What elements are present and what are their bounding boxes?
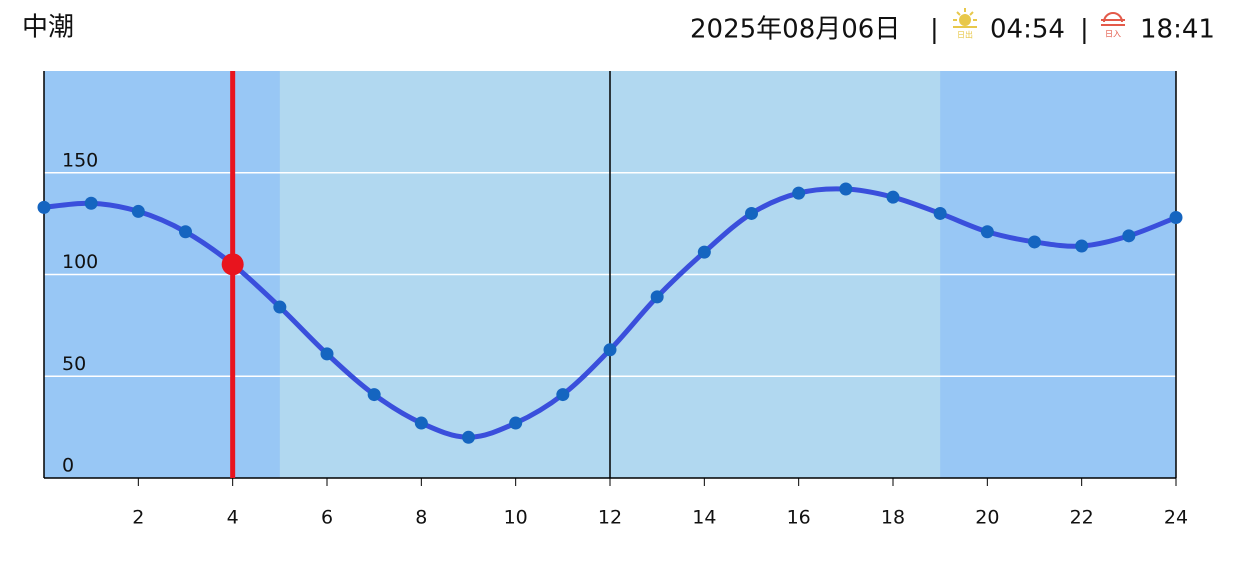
tide-point (697, 245, 711, 259)
tide-point (745, 206, 758, 220)
x-tick-label: 4 (227, 507, 239, 529)
tide-point (886, 190, 900, 204)
tide-point (320, 347, 334, 361)
x-tick-label: 18 (881, 507, 905, 529)
sunset-time: 18:41 (1140, 15, 1215, 45)
x-tick-label: 16 (787, 507, 811, 529)
tide-point (792, 186, 806, 200)
x-tick-label: 24 (1164, 507, 1188, 529)
tide-point (462, 430, 475, 444)
tide-point (1169, 211, 1183, 225)
tide-point (179, 225, 192, 239)
sunset-icon: 日入 (1101, 12, 1125, 39)
x-tick-label: 12 (598, 507, 622, 529)
current-point (221, 253, 244, 276)
y-tick-label: 0 (62, 455, 74, 477)
tide-point (273, 300, 287, 314)
tide-point (84, 196, 98, 210)
tide-point (1122, 229, 1136, 243)
tide-point (980, 225, 994, 239)
x-tick-label: 6 (321, 507, 333, 529)
tide-point (933, 206, 947, 220)
x-tick-label: 10 (504, 507, 528, 529)
svg-text:日出: 日出 (957, 30, 973, 40)
y-tick-label: 100 (62, 251, 98, 273)
x-tick-label: 2 (132, 507, 144, 529)
tide-point (37, 200, 51, 214)
tide-point (131, 204, 145, 218)
x-tick-label: 14 (692, 507, 716, 529)
tide-point (509, 416, 523, 430)
tide-point (1028, 235, 1041, 249)
tide-point (1075, 239, 1089, 253)
sunrise-time: 04:54 (990, 15, 1065, 45)
x-tick-label: 20 (975, 507, 999, 529)
tide-point (839, 182, 853, 196)
separator: | (930, 15, 939, 45)
x-tick-label: 8 (415, 507, 427, 529)
x-tick-label: 22 (1070, 507, 1094, 529)
date: 2025年08月06日 (690, 15, 900, 45)
tide-point (367, 388, 381, 402)
tide-point (556, 388, 570, 402)
tide-point (650, 290, 664, 304)
svg-text:日入: 日入 (1105, 30, 1121, 39)
sunrise-icon: 日出 (953, 8, 977, 40)
separator: | (1080, 15, 1089, 45)
tide-point (414, 416, 428, 430)
y-tick-label: 150 (62, 149, 98, 171)
y-tick-label: 50 (62, 353, 86, 375)
tide-name: 中潮 (22, 13, 74, 43)
tide-point (603, 343, 617, 357)
